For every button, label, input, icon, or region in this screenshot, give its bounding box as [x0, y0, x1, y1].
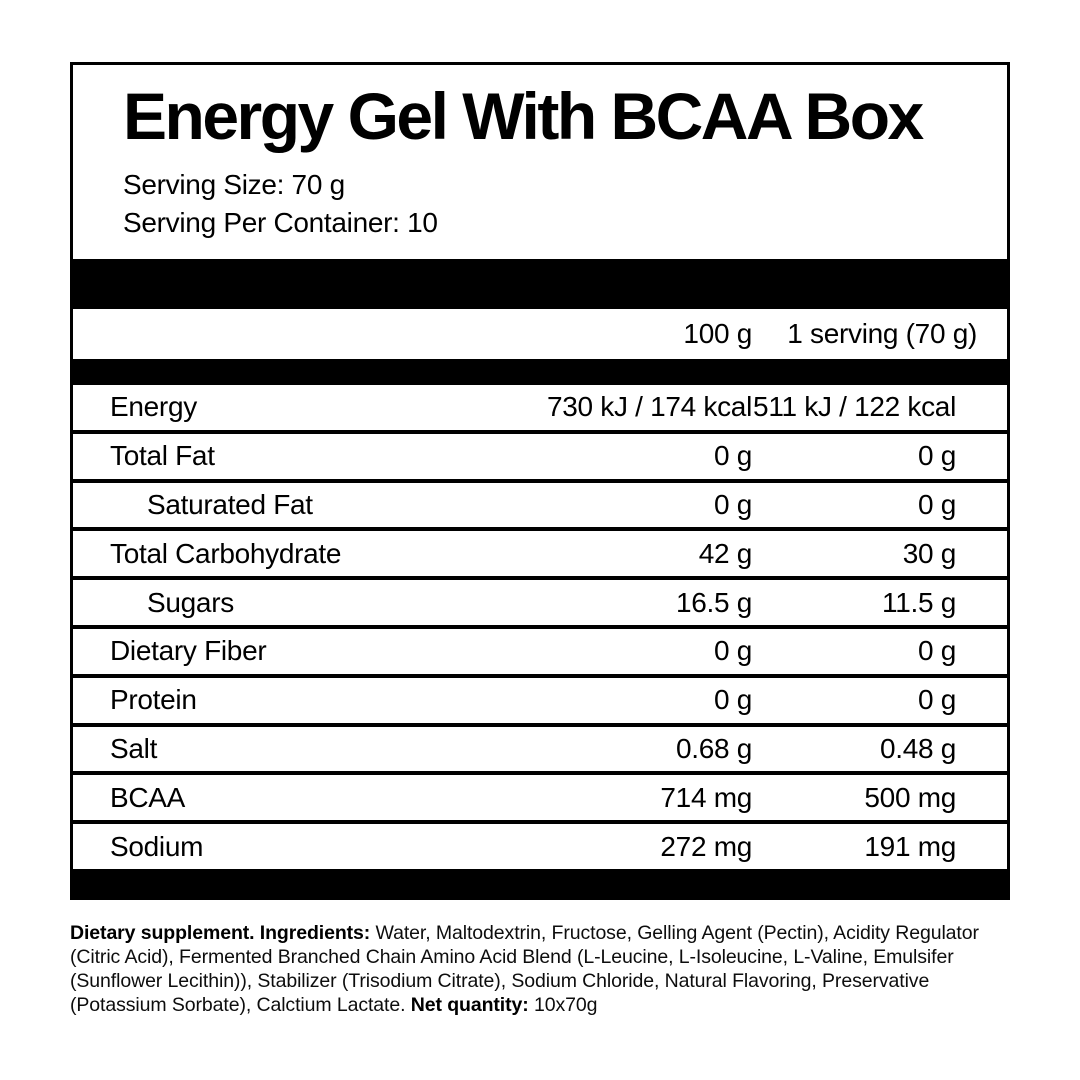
column-header-serving: 1 serving (70 g) [787, 318, 977, 349]
row-value-100g: 42 g [698, 537, 753, 569]
row-label: BCAA [110, 781, 186, 813]
divider-bar-top [73, 259, 1007, 309]
table-row-total-carbohydrate: Total Carbohydrate 42 g 30 g [73, 527, 1007, 576]
row-value-100g: 714 mg [660, 781, 752, 813]
row-label: Sodium [110, 830, 204, 862]
table-row-bcaa: BCAA 714 mg 500 mg [73, 771, 1007, 820]
divider-bar-bottom [73, 872, 1007, 897]
row-value-100g: 0 g [713, 440, 752, 472]
row-label: Salt [110, 732, 158, 764]
row-value-100g: 272 mg [660, 830, 752, 862]
row-value-100g: 0 g [713, 635, 752, 667]
ingredients-text: Water, Maltodextrin, Fructose, Gelling A… [70, 922, 979, 1016]
row-label: Protein [110, 684, 197, 716]
table-row-salt: Salt 0.68 g 0.48 g [73, 722, 1007, 772]
row-label: Dietary Fiber [110, 635, 267, 667]
row-value-serving: 0 g [917, 440, 956, 472]
ingredients-lead-bold: Dietary supplement. Ingredients: [70, 922, 371, 944]
table-row-sodium: Sodium 272 mg 191 mg [73, 820, 1007, 869]
column-header-row: 100 g 1 serving (70 g) [73, 309, 1007, 359]
row-label: Saturated Fat [147, 488, 313, 520]
table-row-protein: Protein 0 g 0 g [73, 673, 1007, 723]
nutrition-panel: Energy Gel With BCAA Box Serving Size: 7… [70, 62, 1010, 900]
table-row-dietary-fiber: Dietary Fiber 0 g 0 g [73, 624, 1007, 674]
row-value-serving: 30 g [902, 537, 957, 569]
row-value-100g: 0.68 g [675, 732, 752, 764]
row-value-100g: 0 g [713, 488, 752, 520]
row-value-100g: 16.5 g [675, 586, 752, 618]
serving-size: Serving Size: 70 g [123, 169, 345, 201]
row-value-serving: 191 mg [864, 830, 956, 862]
row-value-serving: 0 g [917, 488, 956, 520]
row-value-100g: 730 kJ / 174 kcal [546, 391, 752, 423]
serving-per-container: Serving Per Container: 10 [123, 207, 438, 239]
row-label: Sugars [147, 586, 234, 618]
row-value-serving: 0 g [917, 684, 956, 716]
row-value-serving: 500 mg [864, 781, 956, 813]
table-row-total-fat: Total Fat 0 g 0 g [73, 429, 1007, 479]
row-label: Energy [110, 391, 197, 423]
table-row-sugars: Sugars 16.5 g 11.5 g [73, 576, 1007, 625]
column-header-100g: 100 g [683, 318, 752, 349]
row-label: Total Fat [110, 440, 215, 472]
product-title: Energy Gel With BCAA Box [123, 79, 924, 153]
ingredients-paragraph: Dietary supplement. Ingredients: Water, … [70, 921, 1012, 1017]
net-quantity-value: 10x70g [533, 994, 598, 1016]
row-label: Total Carbohydrate [110, 537, 342, 569]
net-quantity-label: Net quantity: [410, 994, 529, 1016]
row-value-serving: 11.5 g [882, 586, 956, 618]
row-value-100g: 0 g [713, 684, 752, 716]
row-value-serving: 0.48 g [879, 732, 956, 764]
row-value-serving: 511 kJ / 122 kcal [753, 391, 956, 423]
table-row-saturated-fat: Saturated Fat 0 g 0 g [73, 478, 1007, 528]
title-section: Energy Gel With BCAA Box Serving Size: 7… [73, 65, 1007, 259]
nutrition-table: Energy 730 kJ / 174 kcal 511 kJ / 122 kc… [73, 385, 1007, 872]
row-value-serving: 0 g [917, 635, 956, 667]
divider-bar-middle [73, 359, 1007, 385]
table-row-energy: Energy 730 kJ / 174 kcal 511 kJ / 122 kc… [73, 385, 1007, 430]
